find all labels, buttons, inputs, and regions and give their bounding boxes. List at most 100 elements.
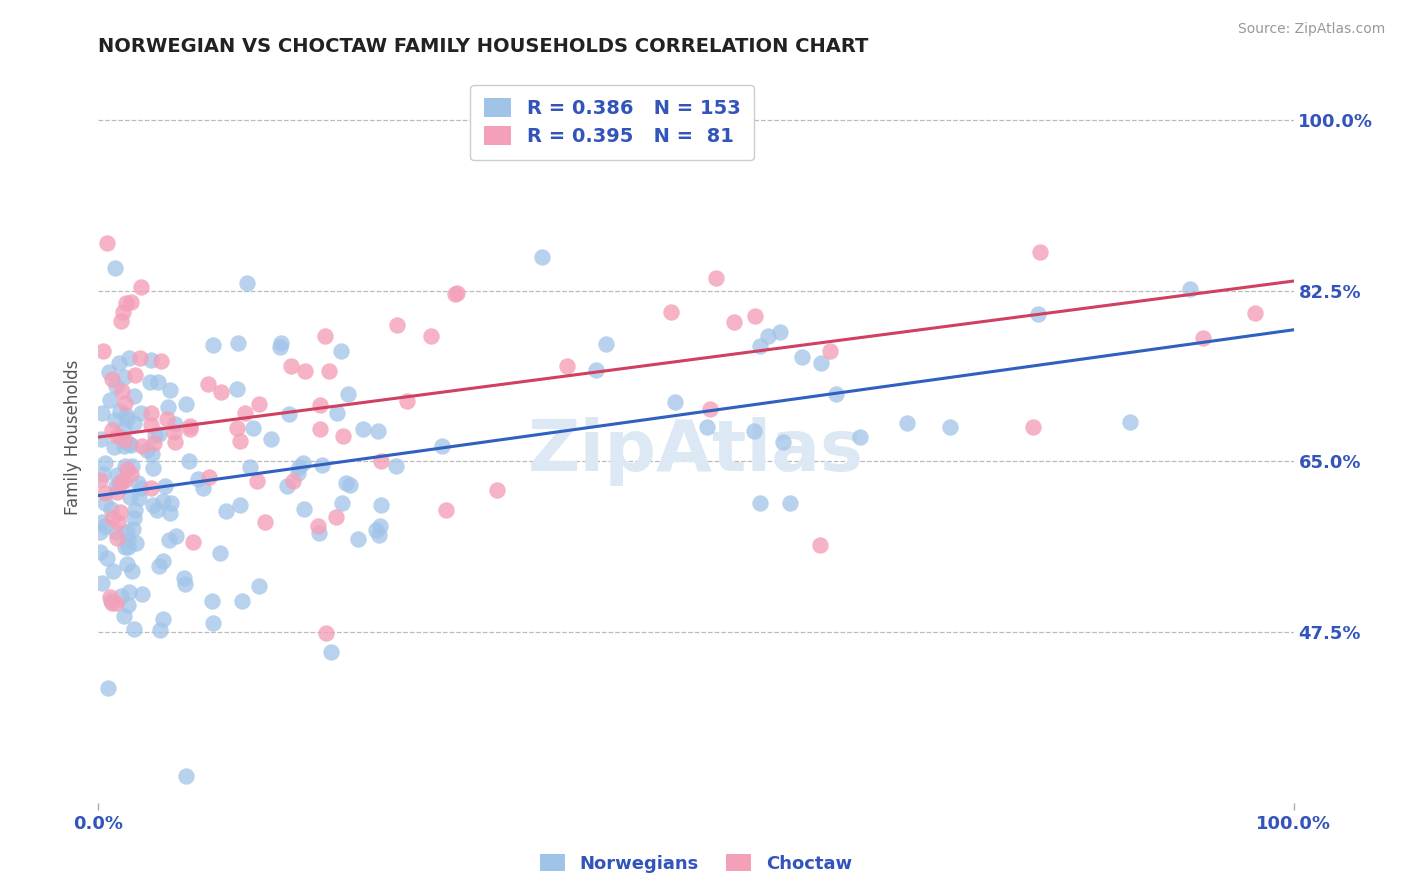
Point	[1180, 282, 1202, 296]
Point	[485, 483, 508, 497]
Point	[98, 591, 121, 605]
Point	[143, 435, 166, 450]
Point	[202, 615, 225, 630]
Point	[91, 467, 114, 481]
Point	[157, 400, 180, 414]
Point	[664, 395, 686, 409]
Point	[121, 459, 143, 474]
Point	[122, 622, 145, 636]
Point	[321, 644, 343, 658]
Point	[93, 343, 115, 358]
Point	[98, 365, 121, 379]
Point	[105, 531, 128, 545]
Point	[287, 466, 309, 480]
Point	[288, 459, 311, 474]
Point	[117, 462, 139, 476]
Point	[120, 295, 142, 310]
Point	[122, 389, 145, 403]
Point	[110, 590, 132, 604]
Point	[145, 427, 167, 442]
Point	[332, 429, 354, 443]
Point	[150, 354, 173, 368]
Point	[278, 407, 301, 421]
Point	[179, 422, 201, 436]
Point	[434, 503, 457, 517]
Point	[308, 422, 330, 436]
Point	[122, 510, 145, 524]
Point	[114, 541, 136, 555]
Point	[128, 491, 150, 505]
Point	[247, 579, 270, 593]
Point	[308, 398, 330, 412]
Point	[253, 515, 276, 529]
Point	[165, 434, 187, 449]
Point	[260, 433, 283, 447]
Point	[209, 384, 232, 399]
Point	[347, 532, 370, 546]
Point	[90, 433, 112, 447]
Point	[585, 363, 607, 377]
Point	[704, 270, 727, 285]
Point	[896, 417, 918, 431]
Point	[141, 447, 163, 461]
Point	[111, 384, 134, 398]
Point	[226, 421, 249, 435]
Point	[292, 456, 315, 470]
Point	[202, 337, 225, 351]
Point	[326, 406, 349, 420]
Point	[135, 443, 157, 458]
Point	[105, 467, 128, 482]
Point	[115, 408, 138, 422]
Point	[742, 424, 765, 438]
Point	[1119, 416, 1142, 430]
Point	[127, 476, 149, 491]
Point	[325, 510, 347, 524]
Point	[555, 359, 578, 373]
Point	[110, 475, 132, 489]
Point	[370, 454, 392, 468]
Point	[94, 456, 117, 470]
Point	[152, 494, 174, 508]
Point	[142, 498, 165, 512]
Point	[117, 525, 139, 540]
Point	[198, 469, 221, 483]
Point	[318, 364, 340, 378]
Point	[177, 454, 200, 468]
Point	[118, 351, 141, 366]
Point	[384, 458, 406, 473]
Point	[366, 523, 388, 537]
Point	[108, 404, 131, 418]
Point	[114, 433, 136, 447]
Point	[233, 406, 256, 420]
Point	[105, 485, 128, 500]
Point	[276, 478, 298, 492]
Point	[153, 479, 176, 493]
Point	[120, 438, 142, 452]
Point	[181, 534, 204, 549]
Point	[101, 372, 124, 386]
Point	[163, 417, 186, 432]
Point	[103, 440, 125, 454]
Point	[229, 498, 252, 512]
Point	[749, 496, 772, 510]
Point	[139, 417, 162, 432]
Point	[96, 235, 118, 250]
Point	[307, 519, 329, 533]
Point	[335, 476, 357, 491]
Point	[90, 515, 112, 529]
Point	[129, 279, 152, 293]
Point	[209, 546, 232, 560]
Point	[281, 474, 304, 488]
Point	[115, 411, 138, 425]
Point	[94, 519, 117, 533]
Point	[163, 425, 186, 440]
Point	[385, 318, 408, 333]
Point	[444, 287, 467, 301]
Point	[114, 396, 136, 410]
Point	[197, 377, 219, 392]
Point	[1244, 306, 1267, 320]
Point	[159, 506, 181, 520]
Point	[101, 510, 124, 524]
Point	[236, 277, 259, 291]
Point	[89, 473, 111, 487]
